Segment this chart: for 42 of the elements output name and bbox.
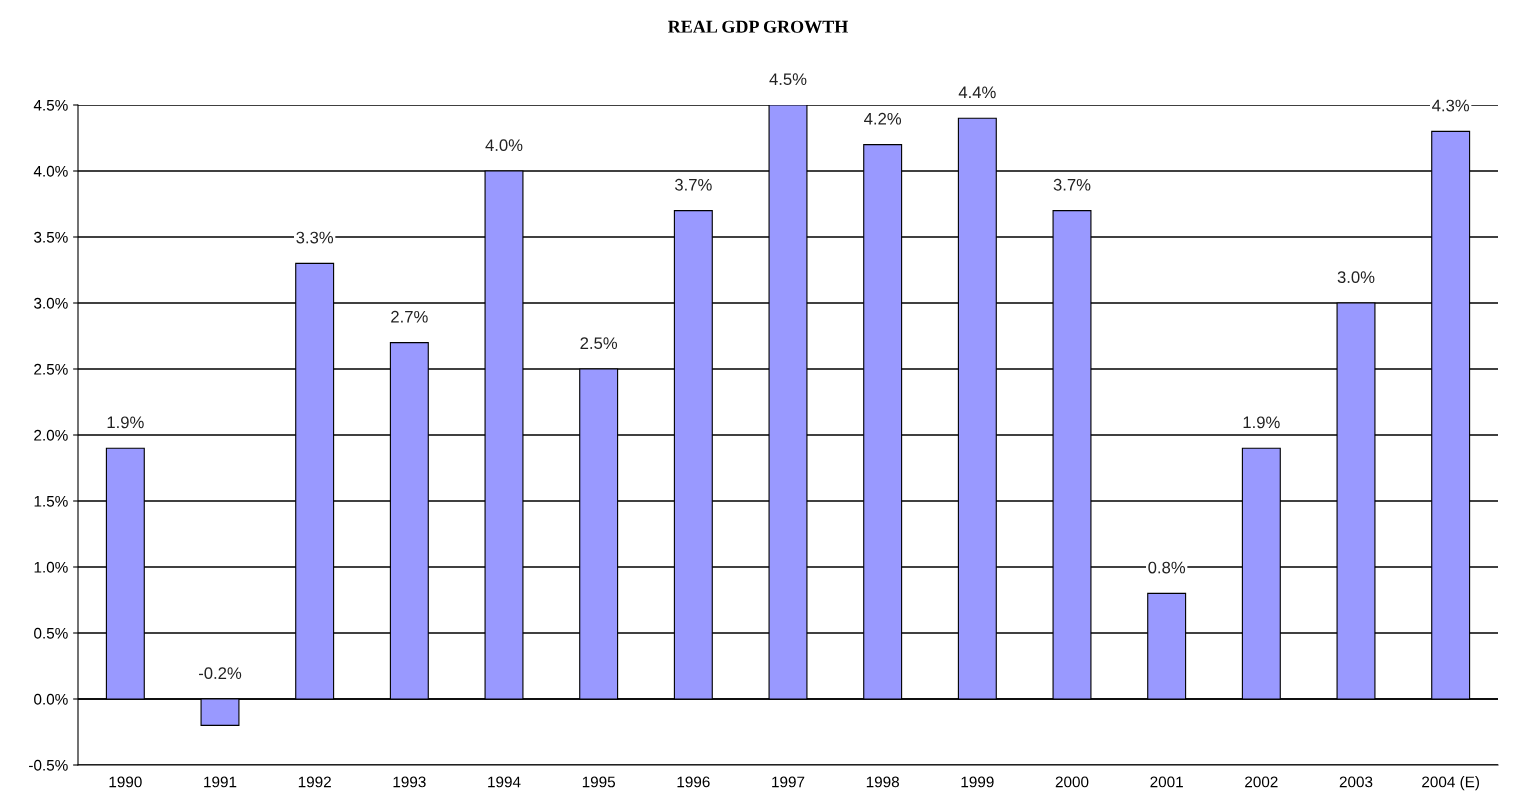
- x-tick-label: 1994: [488, 776, 521, 788]
- y-tick-label: 3.0%: [34, 297, 68, 309]
- x-tick-label: 2000: [1055, 776, 1089, 788]
- data-label: 3.0%: [1337, 271, 1375, 284]
- x-tick-label: 1993: [393, 776, 426, 788]
- data-label: 4.2%: [864, 112, 902, 125]
- data-label: 1.9%: [107, 416, 144, 429]
- y-tick-label: 2.0%: [34, 429, 68, 441]
- data-label: 4.0%: [485, 139, 523, 152]
- data-label: 2.5%: [580, 337, 618, 350]
- data-label: 2.7%: [391, 310, 428, 323]
- chart-title: REAL GDP GROWTH: [668, 20, 848, 33]
- data-label: 4.3%: [1432, 99, 1470, 112]
- y-tick-label: 2.5%: [34, 363, 68, 375]
- data-label: 1.9%: [1243, 416, 1280, 429]
- y-tick-label: -0.5%: [29, 759, 68, 771]
- data-label: 3.7%: [674, 178, 712, 191]
- data-label: 4.5%: [769, 73, 807, 86]
- x-tick-label: 2002: [1245, 776, 1278, 788]
- y-tick-label: 4.5%: [33, 99, 68, 111]
- x-tick-label: 2001: [1150, 776, 1183, 788]
- data-label: 0.8%: [1148, 561, 1186, 574]
- y-tick-label: 0.5%: [34, 627, 68, 639]
- y-tick-label: 1.5%: [34, 495, 68, 507]
- data-label: 4.4%: [958, 86, 996, 99]
- x-tick-label: 1996: [677, 776, 710, 788]
- x-tick-label: 2004 (E): [1422, 776, 1480, 791]
- x-tick-label: 1999: [961, 776, 994, 788]
- y-tick-label: 4.0%: [33, 165, 68, 177]
- y-tick-label: 3.5%: [34, 231, 68, 243]
- y-tick-label: 1.0%: [34, 561, 68, 573]
- x-tick-label: 1995: [582, 776, 616, 788]
- data-label: 3.7%: [1053, 178, 1091, 191]
- x-tick-label: 1992: [298, 776, 331, 788]
- x-tick-label: 1991: [204, 776, 237, 788]
- data-label: -0.2%: [198, 667, 242, 680]
- x-tick-label: 1998: [866, 776, 899, 788]
- data-label: 3.3%: [296, 231, 334, 244]
- x-tick-label: 2003: [1339, 776, 1373, 788]
- x-tick-label: 1990: [109, 776, 142, 788]
- y-tick-label: 0.0%: [34, 693, 68, 705]
- x-tick-label: 1997: [772, 776, 805, 788]
